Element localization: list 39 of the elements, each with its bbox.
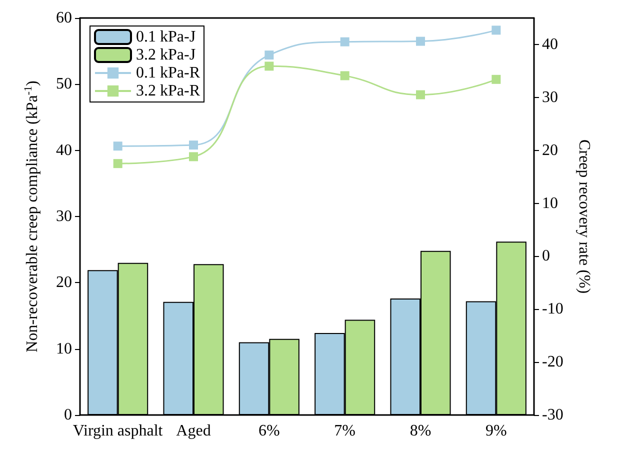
point [340,37,350,46]
point [416,36,425,46]
legend-label: 3.2 kPa-J [136,46,196,64]
legend-label: 0.1 kPa-J [136,28,196,46]
y2-tick-label: 10 [542,194,558,212]
y2-tick-label: -30 [542,406,564,424]
y2-tick-label: 40 [542,36,558,53]
point [113,142,122,151]
point [264,62,274,71]
point [492,74,501,84]
x-tick-label: 6% [258,422,280,440]
x-tick-label: Aged [176,422,211,440]
y-tick-label: 0 [64,406,72,424]
y2-tick-label: 30 [542,88,558,106]
point [189,140,198,150]
y2-tick-label: -20 [542,354,564,371]
y-tick-label: 60 [56,10,72,26]
y-tick-label: 30 [56,208,72,225]
point [416,90,425,100]
point [189,152,198,162]
legend-label: 3.2 kPa-R [136,82,200,100]
x-tick-label: 8% [410,422,432,440]
y2-axis-title: Creep recovery rate (%) [576,139,592,294]
y2-tick-label: 0 [542,248,550,265]
y2-tick-label: -10 [542,300,564,318]
legend-label: 0.1 kPa-R [136,64,200,82]
point [113,159,122,168]
point [340,71,350,80]
y-tick-label: 10 [56,340,72,358]
y-axis-title: Non-recoverable creep compliance (kPa-1) [22,80,41,352]
y-tick-label: 50 [56,76,72,93]
x-tick-label: 7% [334,422,356,440]
x-tick-label: Virgin asphalt [72,422,164,440]
y-tick-label: 40 [56,142,72,159]
y2-tick-label: 20 [542,142,558,159]
point [492,26,501,35]
y-tick-label: 20 [56,274,72,292]
x-tick-label: 9% [486,422,507,440]
point [264,50,274,60]
